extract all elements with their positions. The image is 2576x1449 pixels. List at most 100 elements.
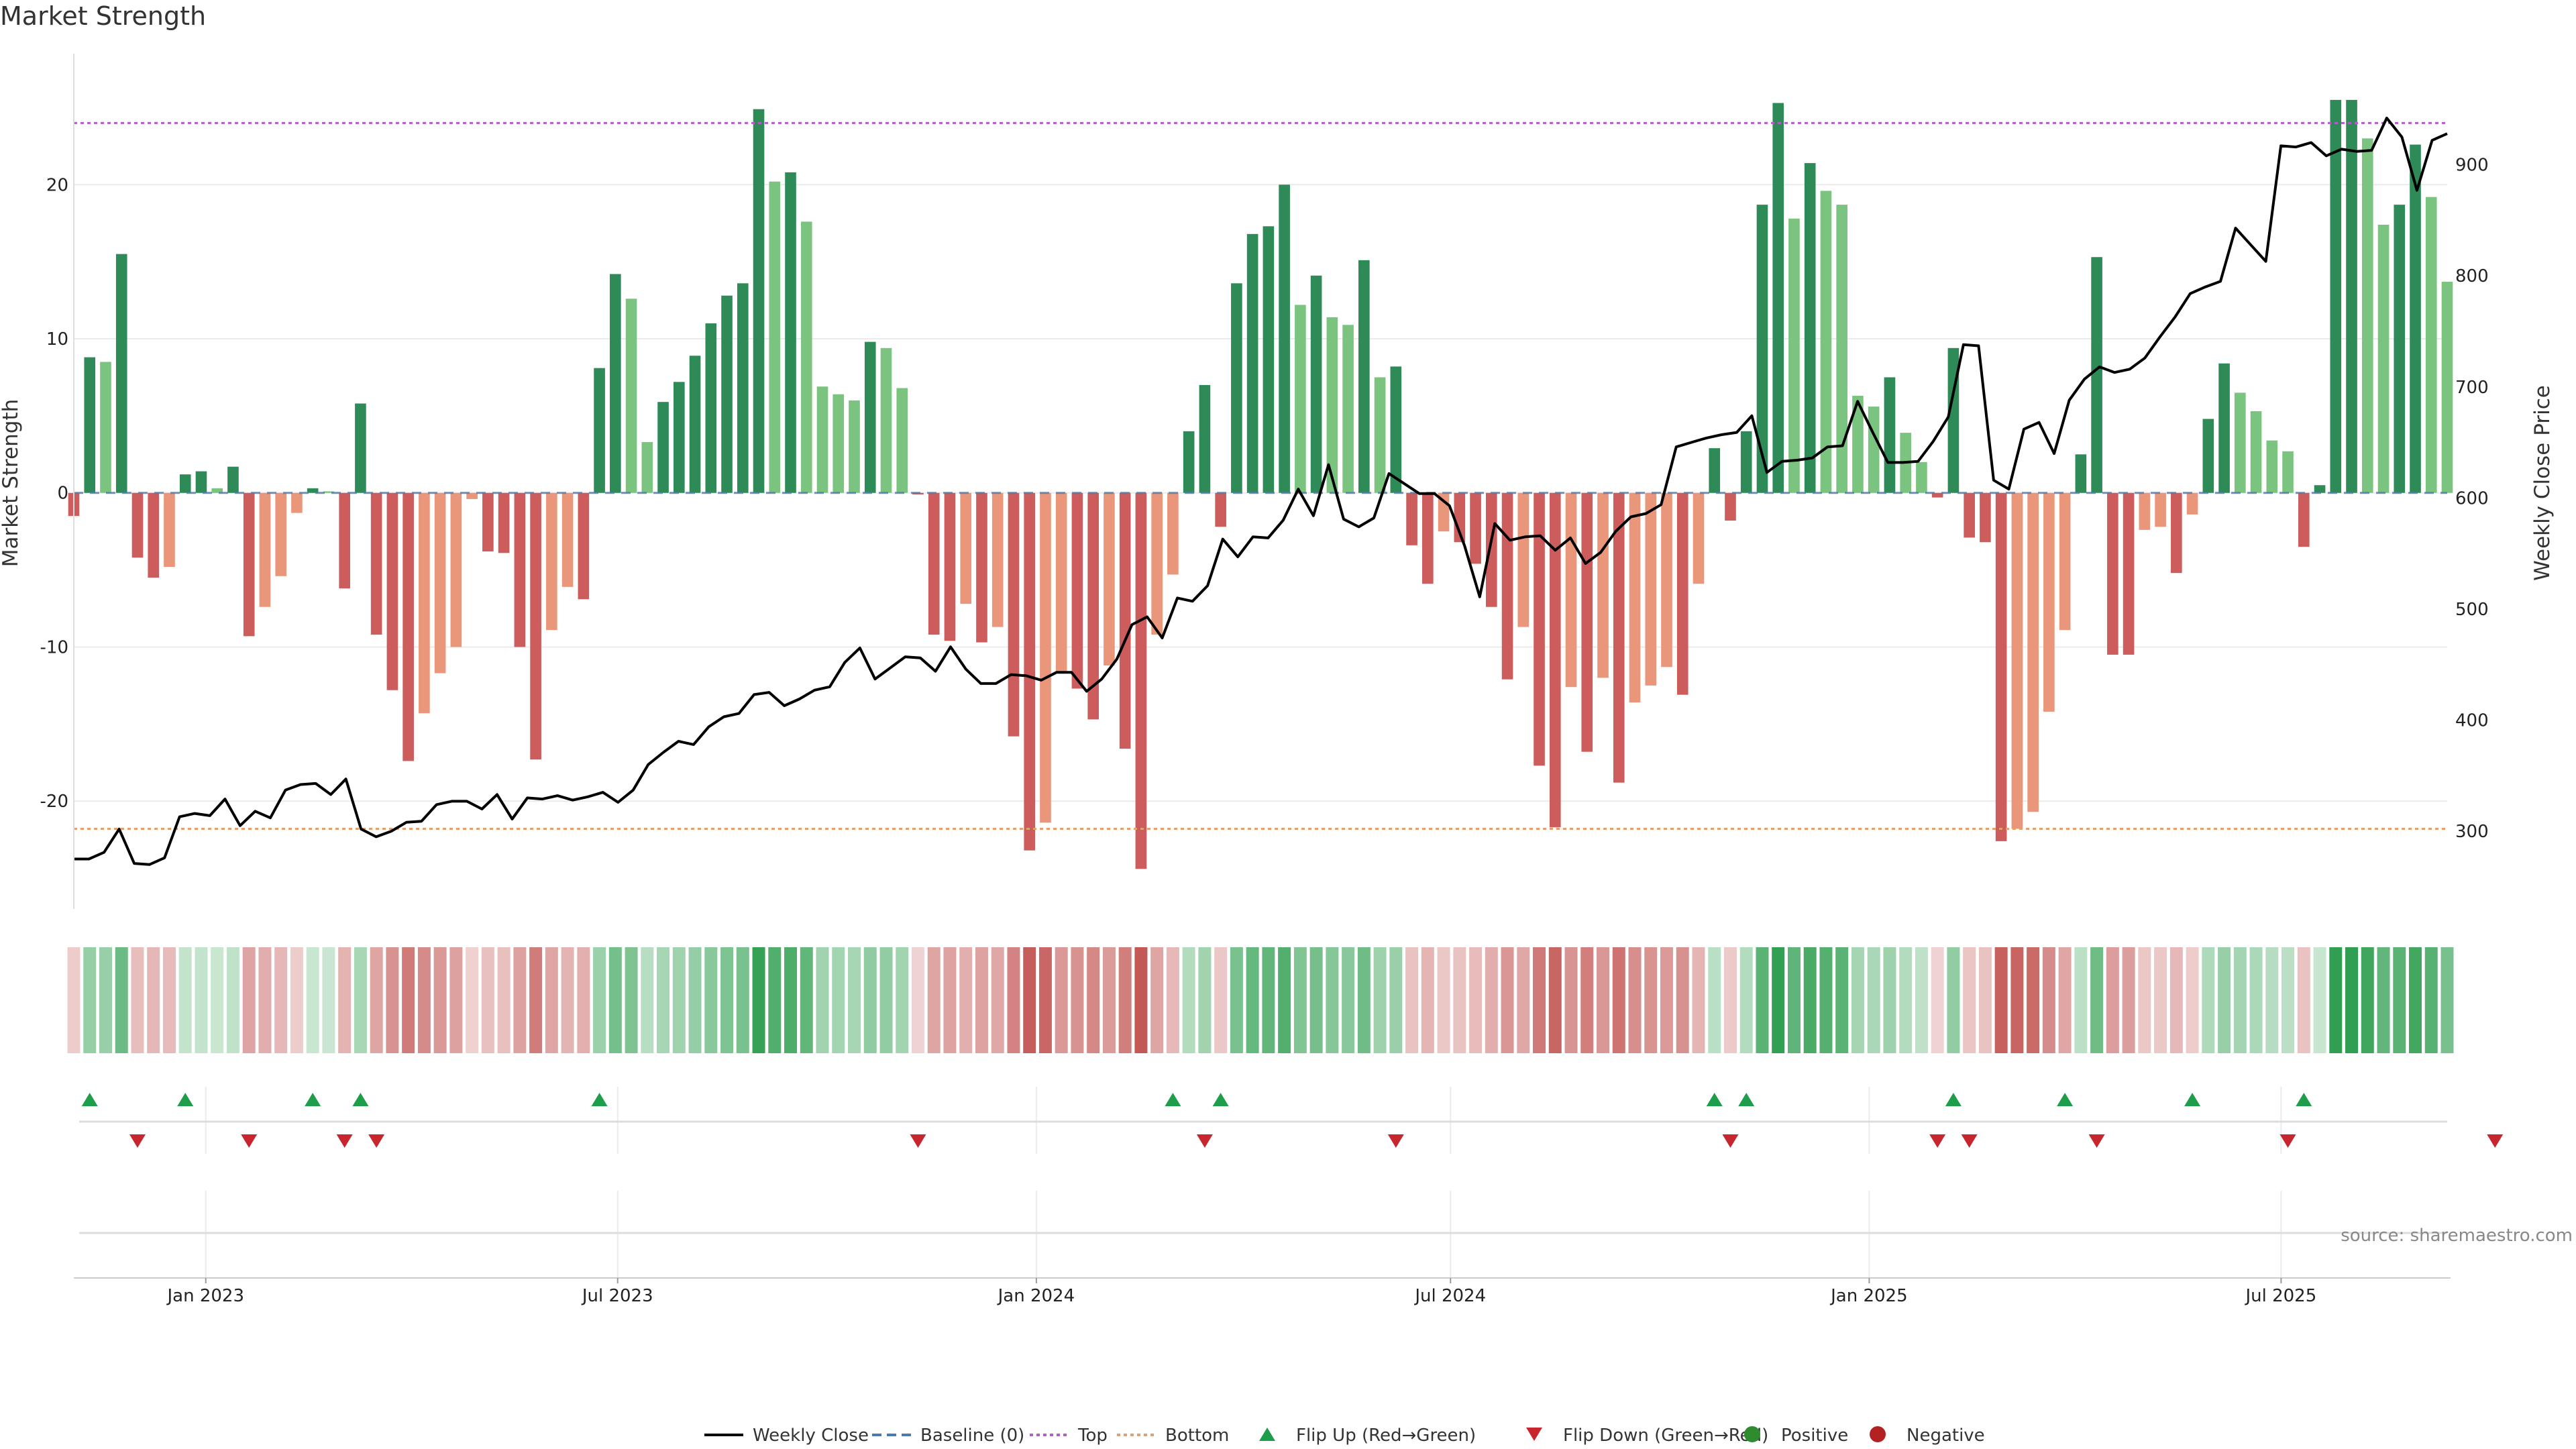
strength-bar [594, 368, 605, 493]
heat-cell [529, 947, 543, 1053]
heat-cell [1947, 947, 1960, 1053]
strength-bar [1836, 205, 1848, 493]
heat-cell [1564, 947, 1578, 1053]
strength-bar [402, 492, 414, 761]
heat-cell [768, 947, 782, 1053]
flip-down-marker [1387, 1134, 1404, 1148]
heat-cell [2440, 947, 2454, 1053]
strength-bar [976, 492, 987, 643]
legend-label: Top [1077, 1426, 1108, 1446]
legend-label: Positive [1781, 1426, 1848, 1446]
strength-bar [2011, 492, 2023, 829]
heat-cell [1835, 947, 1849, 1053]
flip-up-marker [2184, 1093, 2201, 1106]
strength-bar [737, 283, 749, 493]
strength-bar [148, 492, 160, 578]
legend-flip-down: Flip Down (Green→Red) [1526, 1426, 1768, 1446]
strength-bar [2282, 451, 2294, 493]
weekly-close-line [74, 117, 2448, 866]
strength-bar [546, 492, 557, 631]
heat-cell [433, 947, 447, 1053]
heat-cell [1628, 947, 1642, 1053]
flip-down-marker [368, 1134, 385, 1148]
heat-cell [322, 947, 335, 1053]
heat-cell [1214, 947, 1228, 1053]
heat-cell [147, 947, 160, 1053]
heat-cell [2090, 947, 2104, 1053]
heat-cell [386, 947, 399, 1053]
heat-cell [1819, 947, 1833, 1053]
strength-bar [1231, 283, 1242, 493]
chart-title: Market Strength [0, 1, 207, 31]
strength-bar [2346, 99, 2357, 493]
strength-bar [1454, 492, 1466, 543]
heat-cell [370, 947, 383, 1053]
heat-cell [1421, 947, 1434, 1053]
heat-cell [417, 947, 431, 1053]
strength-bar [1358, 260, 1370, 493]
flip-up-marker [2296, 1093, 2312, 1106]
heat-cell [2218, 947, 2231, 1053]
flip-down-marker [2088, 1134, 2105, 1148]
heat-cell [290, 947, 303, 1053]
legend-label: Weekly Close [753, 1426, 869, 1446]
x-tick-label: Jan 2024 [997, 1286, 1075, 1306]
heat-cell [99, 947, 112, 1053]
heat-cell [2345, 947, 2359, 1053]
heat-cell [1803, 947, 1817, 1053]
heat-cell [1915, 947, 1928, 1053]
heat-cell [1485, 947, 1498, 1053]
heat-cell [975, 947, 988, 1053]
heat-cell [2265, 947, 2279, 1053]
heat-cell [1437, 947, 1450, 1053]
strength-bar [896, 388, 908, 493]
strength-bar [1868, 407, 1880, 493]
strength-bar [1804, 163, 1816, 493]
flip-up-marker [1706, 1093, 1723, 1106]
strength-bar [1661, 492, 1672, 667]
heat-cell [879, 947, 893, 1053]
strength-bar [2171, 492, 2182, 574]
legend-negative: Negative [1870, 1426, 1985, 1446]
strength-bar [1151, 492, 1163, 635]
strength-bar [2314, 485, 2326, 493]
strength-bar [2123, 492, 2135, 655]
strength-bar [514, 492, 526, 647]
strength-bar [259, 492, 271, 607]
strength-bar [1676, 492, 1688, 695]
strength-bar [1597, 492, 1609, 678]
strength-bar [1279, 184, 1290, 493]
strength-bar [657, 402, 669, 493]
y-axis-title-right: Weekly Close Price [2530, 385, 2555, 581]
flip-up-marker [177, 1093, 194, 1106]
flip-down-marker [1722, 1134, 1739, 1148]
heat-cell [1007, 947, 1020, 1053]
strength-bar [1931, 492, 1943, 498]
strength-bar [578, 492, 590, 600]
strength-bar [1040, 492, 1051, 823]
strength-bar [1087, 492, 1099, 720]
strength-bar [673, 382, 685, 493]
y-tick-label-left: -10 [40, 637, 68, 657]
strength-bar [1263, 226, 1275, 493]
heat-cell [1278, 947, 1291, 1053]
strength-bar [243, 492, 255, 637]
strength-bar [1613, 492, 1625, 783]
x-tick-label: Jul 2024 [1413, 1286, 1486, 1306]
strength-bar [164, 492, 175, 567]
heat-cell [1293, 947, 1307, 1053]
strength-bar [1374, 377, 1386, 493]
heat-cell [816, 947, 829, 1053]
heat-cell [1867, 947, 1880, 1053]
strength-bar [816, 386, 828, 493]
strength-bar [785, 172, 796, 493]
heat-cell [1723, 947, 1737, 1053]
heat-cell [1102, 947, 1116, 1053]
strength-bar [370, 492, 382, 635]
price-line-layer [74, 117, 2448, 866]
flip-markers [81, 1093, 2504, 1148]
strength-bar [960, 492, 972, 604]
strength-bar [1310, 275, 1322, 493]
heat-cell [1357, 947, 1371, 1053]
heat-cell [784, 947, 798, 1053]
